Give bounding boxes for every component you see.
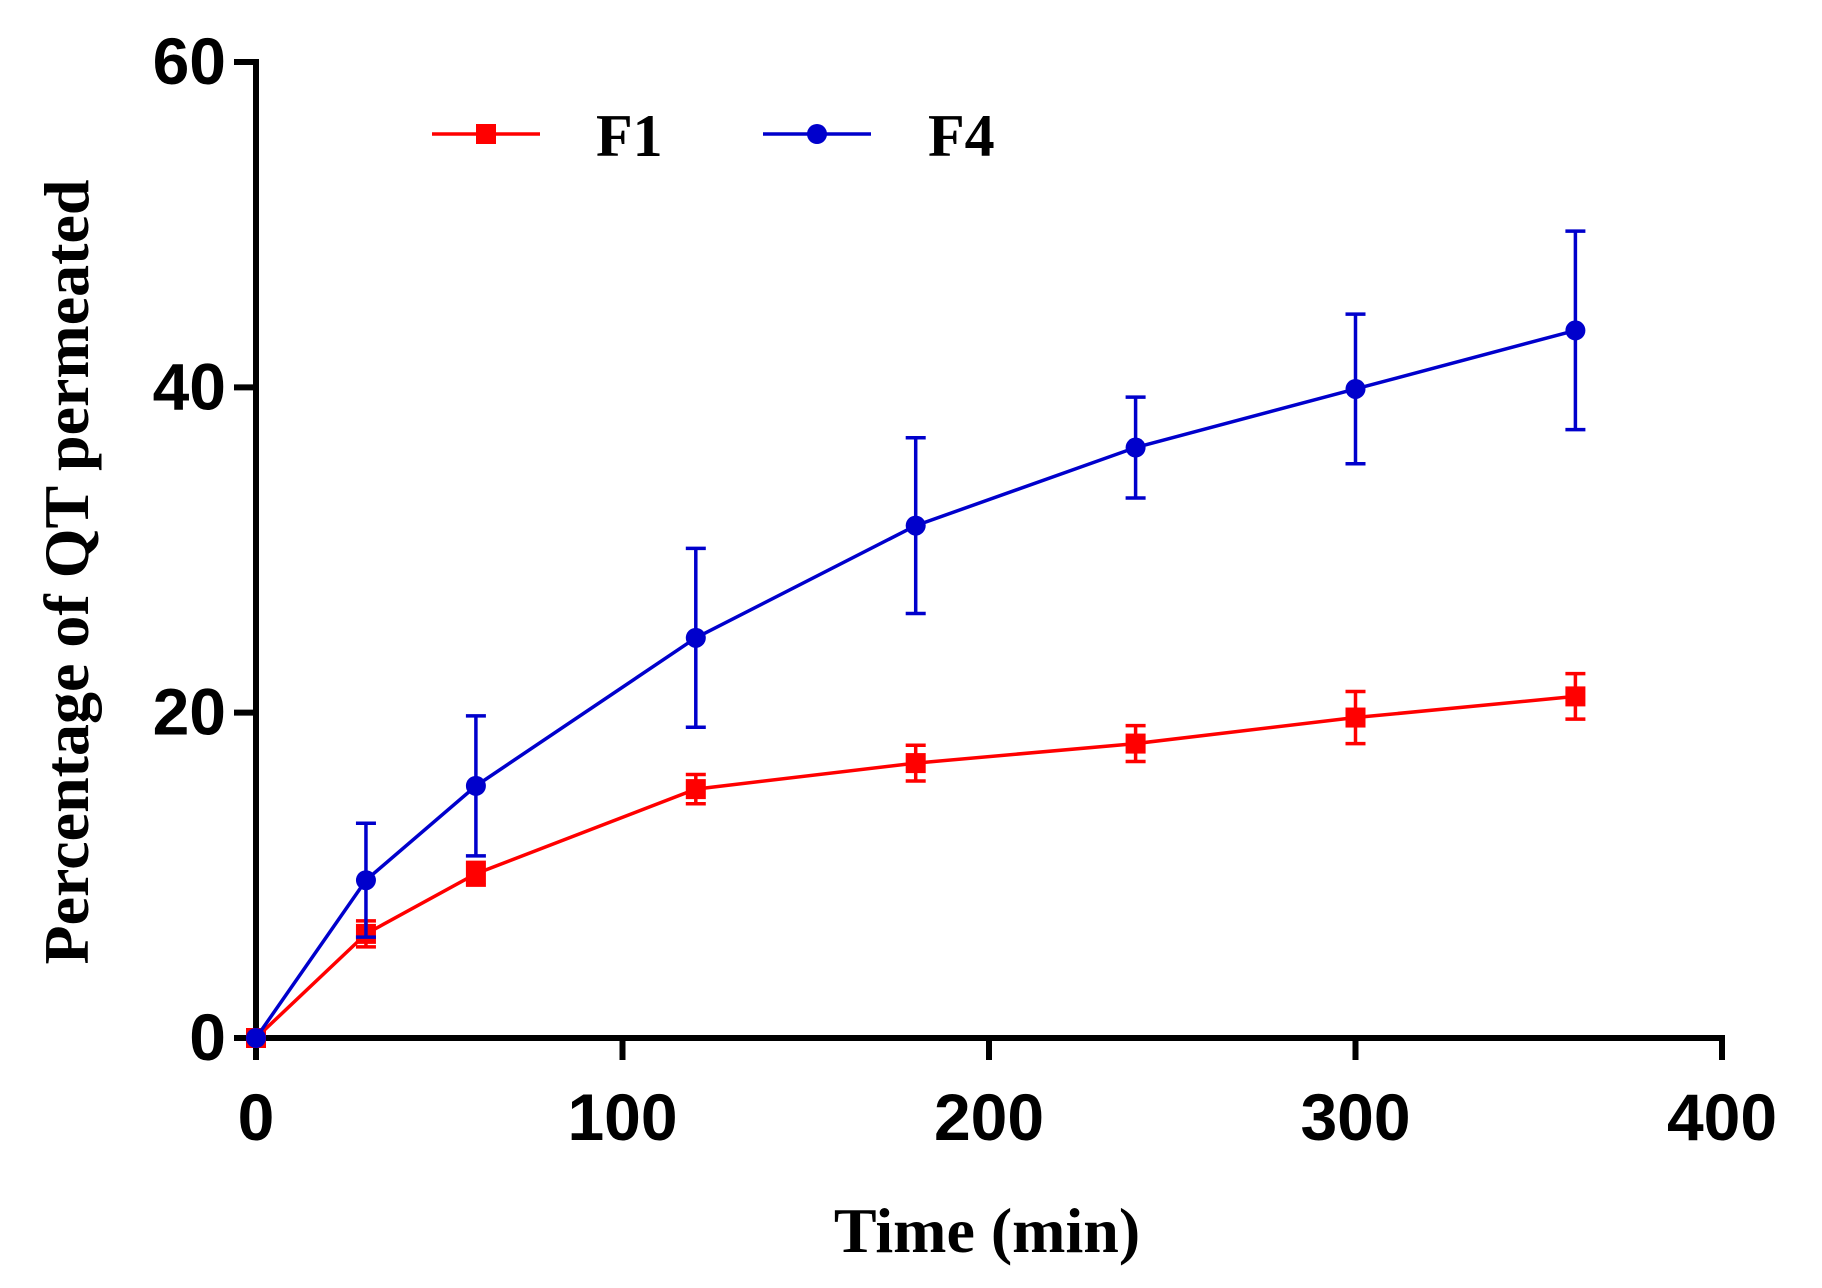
y-ticks: 0 20 40 60 <box>153 24 256 1074</box>
data-point-f1 <box>465 863 486 884</box>
legend-swatch-marker <box>476 124 496 144</box>
y-tick-label: 40 <box>153 349 226 423</box>
x-ticks: 0 100 200 300 400 <box>238 1038 1777 1154</box>
data-point-f4 <box>1565 320 1586 341</box>
y-tick-label: 0 <box>189 1000 226 1074</box>
data-point-f1 <box>685 779 706 800</box>
data-point-f1 <box>1565 686 1586 707</box>
legend-item-f4: F4 <box>763 103 995 169</box>
axes <box>253 59 1725 1041</box>
y-axis-label: Percentage of QT permeated <box>31 180 102 965</box>
series-f4 <box>246 229 1586 1048</box>
data-point-f4 <box>1125 437 1146 458</box>
data-point-f4 <box>355 870 376 891</box>
y-tick-label: 20 <box>153 675 226 749</box>
series-f1 <box>246 671 1586 1048</box>
legend-swatch-marker <box>807 124 827 144</box>
legend-label: F4 <box>928 103 995 169</box>
data-point-f1 <box>905 753 926 774</box>
data-point-f1 <box>1125 733 1146 754</box>
legend-item-f1: F1 <box>432 103 663 169</box>
series-line-f4 <box>254 328 1576 1040</box>
x-tick-label: 400 <box>1667 1080 1777 1154</box>
data-point-f4 <box>465 775 486 796</box>
legend-label: F1 <box>596 103 663 169</box>
x-tick-label: 300 <box>1300 1080 1410 1154</box>
series-line-f1 <box>254 694 1576 1040</box>
data-point-f4 <box>246 1028 266 1048</box>
x-tick-label: 200 <box>934 1080 1044 1154</box>
data-point-f4 <box>905 515 926 536</box>
data-point-f4 <box>1345 378 1366 399</box>
data-point-f4 <box>685 627 706 648</box>
x-tick-label: 0 <box>238 1080 275 1154</box>
x-axis-label: Time (min) <box>834 1195 1140 1266</box>
data-point-f1 <box>1345 707 1366 728</box>
x-tick-label: 100 <box>567 1080 677 1154</box>
legend: F1 F4 <box>432 103 995 169</box>
plot-area <box>246 229 1586 1048</box>
y-tick-label: 60 <box>153 24 226 98</box>
